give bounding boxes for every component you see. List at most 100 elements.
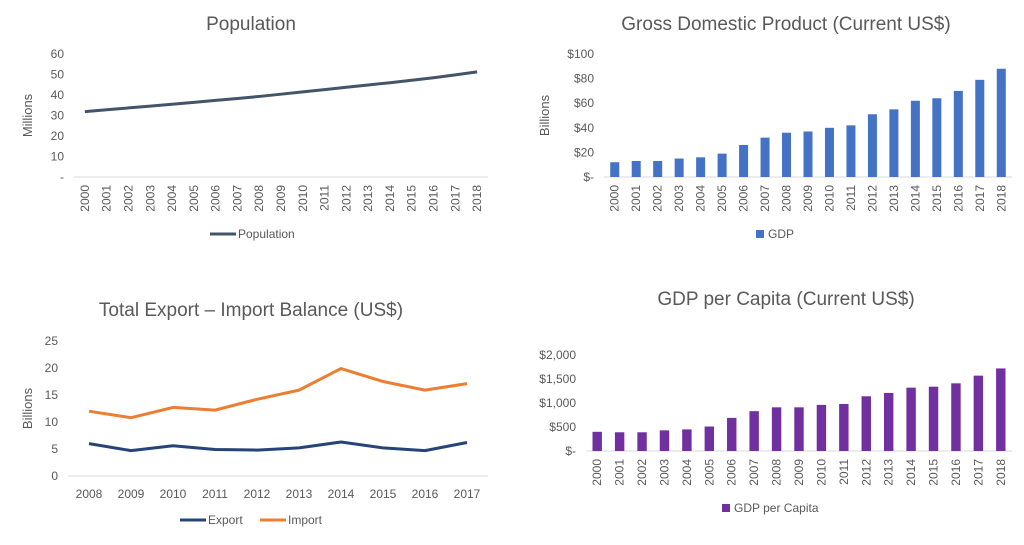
bar xyxy=(717,153,727,177)
x-tick-label: 2016 xyxy=(412,487,439,501)
y-tick-label: $500 xyxy=(549,420,576,434)
bar xyxy=(739,145,749,177)
x-tick-label: 2004 xyxy=(165,185,179,212)
x-tick-label: 2018 xyxy=(994,459,1008,486)
x-tick-label: 2008 xyxy=(770,459,784,486)
gdppc-chart: GDP per Capita (Current US$) $- $500 $1,000… xyxy=(539,289,1012,515)
x-tick-label: 2014 xyxy=(383,185,397,212)
bar xyxy=(951,383,961,451)
y-axis-label: Billions xyxy=(20,387,35,429)
x-tick-label: 2012 xyxy=(339,185,353,212)
x-tick-label: 2015 xyxy=(370,487,397,501)
x-tick-label: 2008 xyxy=(252,185,266,212)
y-axis-label: Millions xyxy=(20,93,35,137)
population-chart: Population Millions - 10 20 30 40 50 60 2000 2001 2… xyxy=(20,14,488,241)
x-tick-label: 2010 xyxy=(296,185,310,212)
x-tick-label: 2010 xyxy=(814,459,828,486)
x-tick-label: 2017 xyxy=(971,459,985,486)
x-tick-label: 2015 xyxy=(930,185,944,212)
y-tick-label: $1,500 xyxy=(539,372,576,386)
x-tick-label: 2009 xyxy=(274,185,288,212)
x-tick-label: 2016 xyxy=(949,459,963,486)
x-tick-label: 2018 xyxy=(994,185,1008,212)
y-tick-label: 25 xyxy=(45,334,59,348)
bar xyxy=(794,407,804,451)
x-tick-label: 2009 xyxy=(792,459,806,486)
bar xyxy=(906,387,916,451)
bar xyxy=(674,158,684,177)
chart-title: Population xyxy=(206,14,296,35)
x-tick-label: 2005 xyxy=(187,185,201,212)
y-tick-label: 60 xyxy=(51,47,65,61)
x-tick-label: 2018 xyxy=(470,185,484,212)
x-tick-label: 2010 xyxy=(160,487,187,501)
bar xyxy=(932,98,942,177)
y-tick-label: 15 xyxy=(45,388,59,402)
legend-label: GDP xyxy=(768,227,794,241)
x-tick-label: 2013 xyxy=(286,487,313,501)
bar xyxy=(839,403,849,451)
x-tick-label: 2017 xyxy=(973,185,987,212)
series-line xyxy=(84,70,478,114)
x-tick-label: 2006 xyxy=(209,185,223,212)
bar xyxy=(749,411,759,451)
legend-label: Export xyxy=(208,513,243,527)
x-tick-label: 2011 xyxy=(318,185,332,211)
y-axis-label: Billions xyxy=(537,94,552,136)
x-tick-label: 2014 xyxy=(908,185,922,212)
bar xyxy=(861,396,871,451)
x-tick-label: 2007 xyxy=(230,185,244,212)
x-tick-label: 2017 xyxy=(454,487,481,501)
x-tick-label: 2002 xyxy=(635,459,649,486)
bar xyxy=(771,407,782,451)
y-tick-label: 50 xyxy=(51,68,65,82)
x-tick-label: 2013 xyxy=(361,185,375,212)
gdp-chart: Gross Domestic Product (Current US$) Bill… xyxy=(537,14,1012,241)
bar xyxy=(659,430,670,451)
x-tick-label: 2014 xyxy=(328,487,355,501)
bar xyxy=(883,392,894,451)
y-tick-label: $20 xyxy=(574,145,594,159)
bar xyxy=(760,137,770,177)
legend-swatch xyxy=(722,504,730,512)
bar xyxy=(846,125,856,177)
bar xyxy=(910,100,920,177)
bar xyxy=(727,417,737,451)
x-tick-label: 2003 xyxy=(657,459,671,486)
x-tick-label: 2004 xyxy=(694,185,708,212)
series-line xyxy=(88,440,468,453)
x-tick-label: 2014 xyxy=(904,459,918,486)
legend-label: Import xyxy=(288,513,323,527)
y-tick-label: $60 xyxy=(574,96,594,110)
y-tick-label: $- xyxy=(565,444,576,458)
bar xyxy=(973,375,984,451)
y-tick-label: 0 xyxy=(51,469,58,483)
x-tick-label: 2000 xyxy=(78,185,92,212)
bar xyxy=(696,157,706,177)
x-tick-label: 2008 xyxy=(76,487,103,501)
legend-label: Population xyxy=(238,227,295,241)
chart-title: GDP per Capita (Current US$) xyxy=(657,289,914,310)
x-tick-label: 2011 xyxy=(837,459,851,485)
x-tick-label: 2012 xyxy=(859,459,873,486)
x-tick-label: 2016 xyxy=(951,185,965,212)
bar xyxy=(631,161,641,177)
x-tick-label: 2007 xyxy=(758,185,772,212)
y-tick-label: 10 xyxy=(45,415,59,429)
y-tick-label: $2,000 xyxy=(539,348,576,362)
x-tick-label: 2005 xyxy=(715,185,729,212)
x-tick-label: 2001 xyxy=(100,185,114,212)
x-tick-label: 2011 xyxy=(844,185,858,211)
bar xyxy=(953,90,963,177)
y-tick-label: 5 xyxy=(51,442,58,456)
series-line xyxy=(88,367,468,420)
x-tick-label: 2006 xyxy=(725,459,739,486)
bar xyxy=(975,79,985,177)
chart-title: Total Export – Import Balance (US$) xyxy=(99,300,403,321)
x-tick-label: 2012 xyxy=(865,185,879,212)
y-tick-label: 20 xyxy=(51,129,65,143)
x-tick-label: 2001 xyxy=(613,459,627,486)
x-tick-label: 2004 xyxy=(680,459,694,486)
bar xyxy=(704,426,715,451)
